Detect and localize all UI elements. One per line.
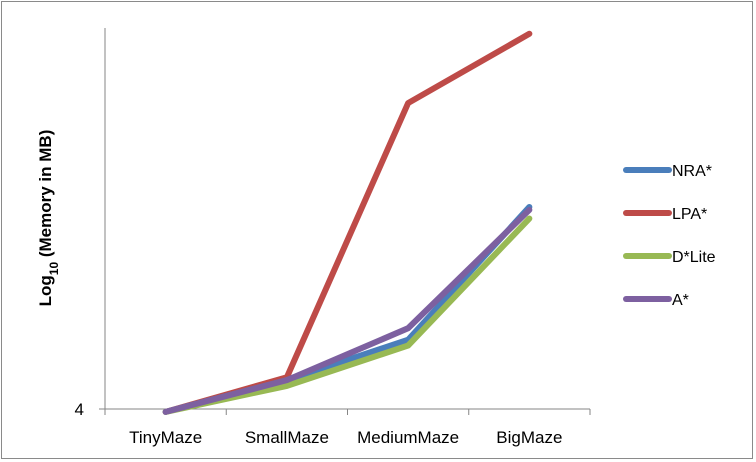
legend-label-lpa-: LPA*	[672, 206, 707, 223]
legend-label-d-lite: D*Lite	[672, 249, 716, 266]
axes: 4 TinyMaze SmallMaze MediumMaze BigMaze	[75, 28, 591, 447]
x-tick-label-tinymaze: TinyMaze	[129, 428, 202, 447]
x-tick-label-smallmaze: SmallMaze	[245, 428, 329, 447]
series-layer	[162, 30, 533, 415]
y-tick-label: 4	[75, 400, 84, 419]
x-tick-label-bigmaze: BigMaze	[496, 428, 562, 447]
legend-label-nra-: NRA*	[672, 163, 712, 180]
series-line-a-	[162, 206, 533, 415]
y-axis-title: Log10 (Memory in MB)	[36, 130, 61, 307]
x-tick-label-mediummaze: MediumMaze	[357, 428, 459, 447]
legend: NRA* LPA* D*Lite A*	[623, 163, 716, 309]
legend-label-a-: A*	[672, 292, 689, 309]
